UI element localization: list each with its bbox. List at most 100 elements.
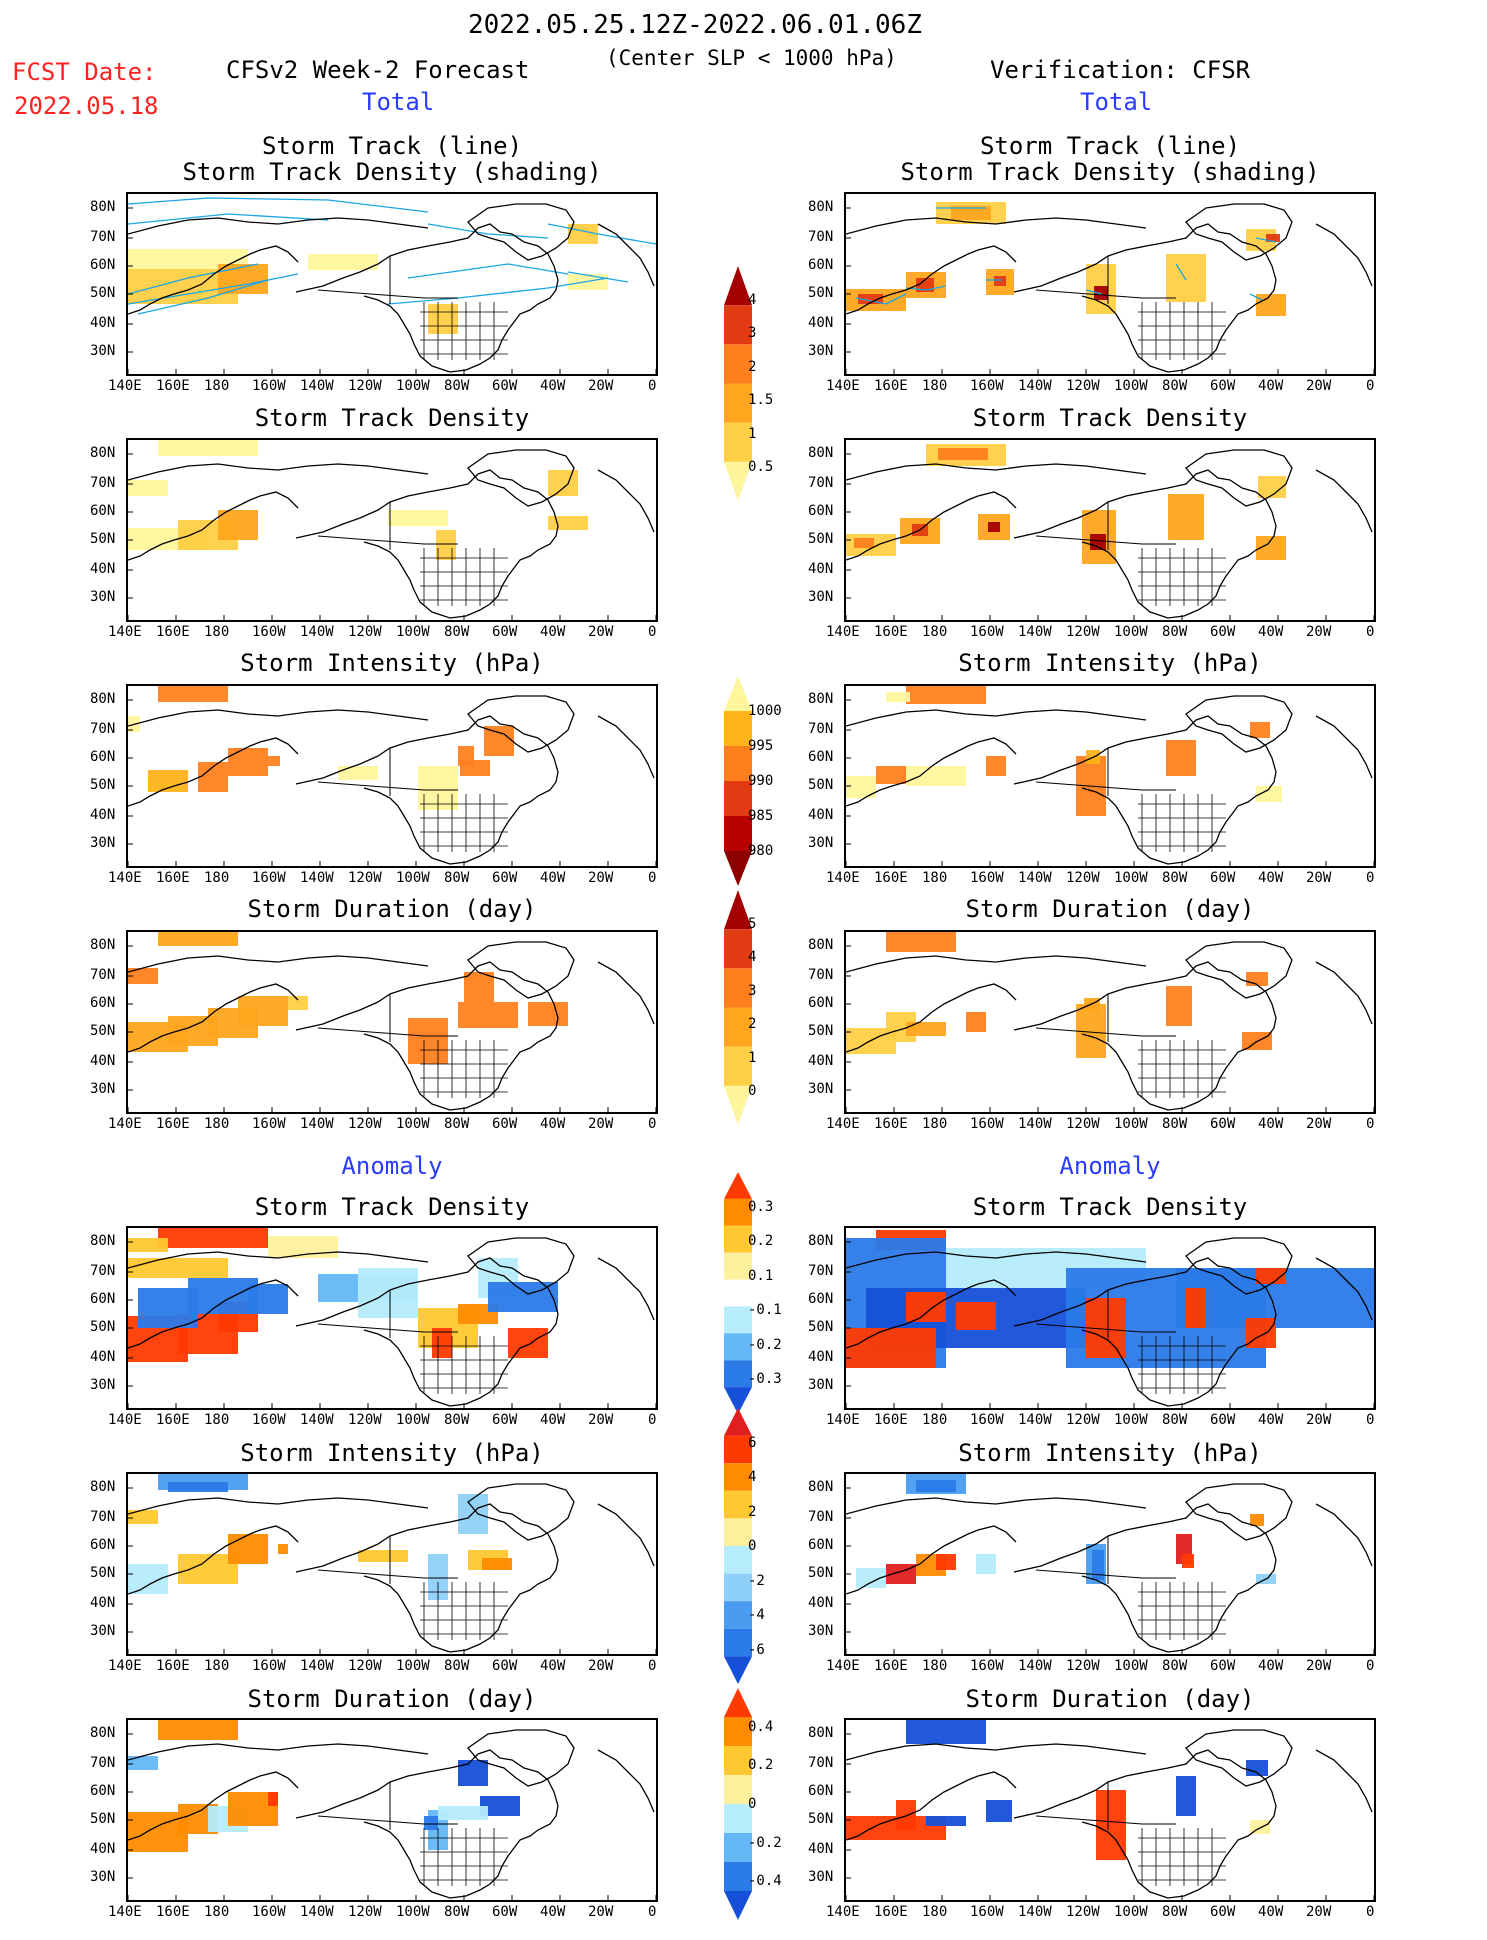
field-cell	[966, 1012, 986, 1032]
field-cell	[1182, 1554, 1194, 1568]
storm-track-line	[427, 223, 549, 239]
lon-tick-label: 80W	[444, 624, 470, 640]
field-cell	[976, 1554, 996, 1574]
field-cell	[1206, 1268, 1374, 1328]
field-cell	[438, 1806, 488, 1820]
colorbar-label: 995	[748, 738, 774, 754]
storm-track-line	[547, 223, 656, 245]
field-cell	[528, 1002, 568, 1026]
lon-tick-label: 160E	[874, 378, 908, 394]
lon-tick-label: 120W	[348, 378, 382, 394]
lat-tick-label: 80N	[90, 445, 116, 461]
lon-tick-label: 140W	[300, 1412, 334, 1428]
lon-tick-label: 120W	[348, 624, 382, 640]
field-cell	[218, 264, 268, 294]
field-cell	[148, 770, 188, 792]
lon-tick-label: 140E	[826, 1116, 860, 1132]
fcst-date-label: FCST Date:	[12, 58, 157, 86]
lat-tick-label: 60N	[808, 749, 834, 765]
colorbar-label: 980	[748, 843, 774, 859]
colorbar-intensity-total	[724, 676, 752, 886]
field-cell	[358, 1268, 418, 1318]
field-cell	[956, 1302, 996, 1330]
section-total-right: Total	[1080, 88, 1153, 116]
lon-tick-label: 60W	[492, 870, 518, 886]
colorbar-label: 3	[748, 982, 757, 999]
lon-tick-label: 20W	[588, 624, 614, 640]
lat-tick-label: 30N	[808, 343, 834, 359]
field-cell	[158, 686, 228, 702]
lat-tick-label: 70N	[90, 229, 116, 245]
lon-tick-label: 20W	[588, 1412, 614, 1428]
lon-tick-label: 140E	[108, 870, 142, 886]
lon-tick-label: 160W	[970, 378, 1004, 394]
title-anom-duration-right: Storm Duration (day)	[965, 1685, 1255, 1713]
colorbar-density-total	[724, 266, 752, 501]
lon-tick-label: 20W	[588, 870, 614, 886]
lat-tick-label: 60N	[808, 257, 834, 273]
lon-tick-label: 120W	[1066, 1658, 1100, 1674]
field-cell	[1266, 234, 1280, 242]
lat-tick-label: 60N	[808, 503, 834, 519]
field-cell	[128, 1564, 168, 1594]
lon-tick-label: 180	[204, 1904, 230, 1920]
field-cell	[128, 1510, 158, 1524]
field-cell	[228, 748, 268, 776]
field-cell	[906, 766, 966, 786]
lat-tick-label: 30N	[90, 343, 116, 359]
lon-tick-label: 160E	[874, 1412, 908, 1428]
field-cell	[268, 1236, 338, 1258]
field-cell	[158, 1228, 268, 1248]
storm-track-line	[1249, 293, 1263, 301]
colorbar-label: -0.2	[748, 1336, 782, 1353]
lon-tick-label: 100W	[396, 378, 430, 394]
field-cell	[158, 440, 258, 456]
field-cell	[858, 294, 883, 304]
lat-tick-label: 30N	[808, 1869, 834, 1885]
field-cell	[994, 276, 1006, 286]
lon-tick-label: 120W	[1066, 1904, 1100, 1920]
lat-tick-label: 30N	[90, 1869, 116, 1885]
field-cell	[432, 1328, 452, 1358]
lat-tick-label: 50N	[90, 1023, 116, 1039]
lat-tick-label: 60N	[808, 995, 834, 1011]
colorbar-label: 5	[748, 915, 757, 932]
lon-tick-label: 180	[922, 378, 948, 394]
field-cell	[508, 1328, 548, 1358]
field-cell	[986, 1800, 1012, 1822]
field-cell	[278, 1544, 288, 1554]
storm-track-line	[128, 263, 259, 295]
lon-tick-label: 120W	[1066, 870, 1100, 886]
lat-tick-label: 70N	[90, 1509, 116, 1525]
title-anom-duration-left: Storm Duration (day)	[247, 1685, 537, 1713]
colorbar-label: 2	[748, 1503, 757, 1520]
colorbar-label: 1.5	[748, 392, 774, 409]
lat-tick-label: 80N	[808, 199, 834, 215]
lon-tick-label: 40W	[540, 378, 566, 394]
lon-tick-label: 0	[648, 870, 657, 886]
lon-tick-label: 80W	[444, 870, 470, 886]
field-cell	[906, 1022, 946, 1036]
colorbar-label: -6	[748, 1641, 765, 1658]
lon-tick-label: 80W	[1162, 624, 1188, 640]
lon-tick-label: 0	[1366, 1412, 1375, 1428]
colorbar-label: 0.5	[748, 459, 774, 476]
lon-tick-label: 180	[204, 870, 230, 886]
lon-tick-label: 140W	[300, 1904, 334, 1920]
field-cell	[1256, 1268, 1286, 1284]
lat-tick-label: 40N	[90, 561, 116, 577]
lon-tick-label: 120W	[348, 1904, 382, 1920]
colorbar-label: 1	[748, 425, 757, 442]
lon-tick-label: 160E	[874, 1116, 908, 1132]
lon-tick-label: 100W	[1114, 1658, 1148, 1674]
field-cell	[906, 1292, 946, 1322]
section-total-left: Total	[362, 88, 435, 116]
lon-tick-label: 140E	[108, 1116, 142, 1132]
field-cell	[168, 1482, 228, 1492]
lon-tick-label: 60W	[492, 1658, 518, 1674]
map-panel-l0	[126, 192, 658, 376]
field-cell	[988, 522, 1000, 532]
title-anom-intensity-left: Storm Intensity (hPa)	[240, 1439, 544, 1467]
lon-tick-label: 20W	[1306, 1412, 1332, 1428]
lat-tick-label: 60N	[90, 1537, 116, 1553]
